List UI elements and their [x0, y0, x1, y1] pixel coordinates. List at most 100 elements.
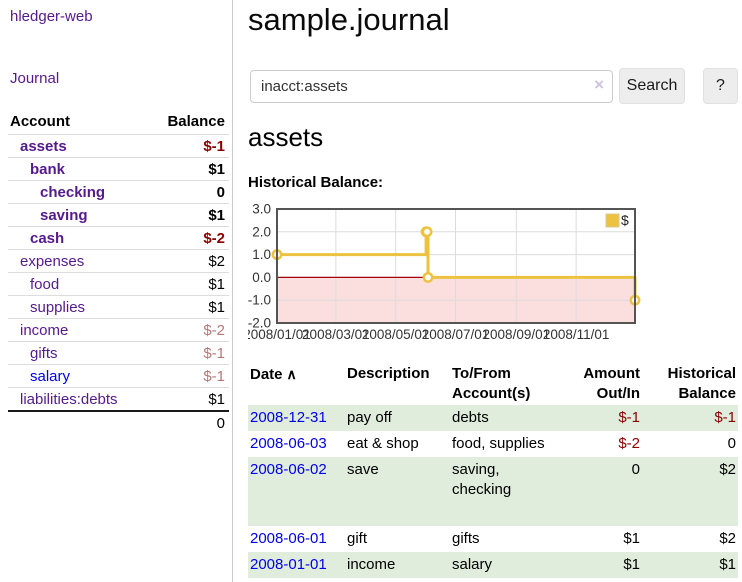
register-header-row: Date ∧ Description To/From Account(s) Amo… [248, 363, 738, 405]
transaction-accounts-line: checking [452, 481, 512, 498]
sidebar-account-supplies[interactable]: supplies [30, 299, 86, 316]
transaction-balance: $2 [719, 530, 736, 547]
account-row: gifts $-1 [8, 341, 229, 364]
sort-by-date-link[interactable]: Date ∧ [250, 366, 297, 383]
transaction-date-link[interactable]: 2008-01-01 [250, 556, 327, 573]
account-row: salary $-1 [8, 364, 229, 387]
register-table: Date ∧ Description To/From Account(s) Amo… [248, 363, 738, 578]
svg-text:-1.0: -1.0 [248, 293, 271, 308]
column-header-amount-line2: Out/In [596, 385, 640, 402]
column-header-amount-line1: Amount [583, 365, 640, 382]
column-header-amount: Amount Out/In [560, 363, 642, 405]
column-header-date: Date ∧ [248, 363, 345, 405]
sidebar-account-food[interactable]: food [30, 276, 60, 293]
column-header-balance-line2: Balance [678, 385, 736, 402]
sidebar-account-liabilities-debts[interactable]: liabilities:debts [20, 391, 118, 408]
transaction-date-link[interactable]: 2008-06-03 [250, 435, 327, 452]
account-row: expenses $2 [8, 249, 229, 272]
account-row: cash $-2 [8, 226, 229, 249]
account-balance: $1 [208, 207, 225, 224]
transaction-description: eat & shop [347, 435, 419, 452]
sidebar-account-checking[interactable]: checking [40, 184, 106, 201]
transaction-date-link[interactable]: 2008-06-01 [250, 530, 327, 547]
transaction-accounts-line: gifts [452, 530, 480, 547]
transaction-description: save [347, 461, 379, 478]
sidebar-item-journal[interactable]: Journal [10, 70, 60, 87]
transaction-date-link[interactable]: 2008-12-31 [250, 409, 327, 426]
register-row: 2008-06-01 gift gifts $1 $2 [248, 526, 738, 552]
register-row: 2008-06-03 eat & shop food, supplies $-2… [248, 431, 738, 457]
column-header-balance: Historical Balance [642, 363, 738, 405]
account-balance: $-1 [203, 345, 225, 362]
sidebar-account-assets[interactable]: assets [20, 138, 67, 155]
sidebar: hledger-web Journal Account Balance asse… [0, 0, 233, 582]
svg-text:2008/09/01: 2008/09/01 [483, 327, 551, 342]
account-heading: assets [248, 122, 324, 152]
account-balance: $1 [208, 161, 225, 178]
transaction-accounts-line: salary [452, 556, 493, 573]
transaction-amount: $-2 [618, 435, 640, 452]
accounts-col-balance: Balance [167, 113, 225, 130]
sidebar-account-cash[interactable]: cash [30, 230, 65, 247]
accounts-total-row: 0 [8, 410, 229, 433]
account-balance: $1 [208, 276, 225, 293]
svg-text:0.0: 0.0 [252, 270, 271, 285]
brand-link[interactable]: hledger-web [10, 8, 93, 25]
transaction-balance: $-1 [714, 409, 736, 426]
sidebar-account-gifts[interactable]: gifts [30, 345, 58, 362]
account-balance: $2 [208, 253, 225, 270]
accounts-header-row: Account Balance [8, 110, 229, 134]
transaction-accounts-line: debts [452, 409, 489, 426]
sort-ascending-icon: ∧ [286, 366, 297, 382]
sidebar-account-salary[interactable]: salary [30, 368, 71, 385]
svg-text:1.0: 1.0 [252, 247, 271, 262]
svg-text:2008/07/01: 2008/07/01 [422, 327, 490, 342]
account-row: assets $-1 [8, 134, 229, 157]
account-balance: $1 [208, 299, 225, 316]
transaction-description: income [347, 556, 396, 573]
transaction-amount: $-1 [618, 409, 640, 426]
transaction-balance: $2 [719, 461, 736, 478]
register-row: 2008-12-31 pay off debts $-1 $-1 [248, 405, 738, 431]
transaction-description: gift [347, 530, 368, 547]
clear-search-icon[interactable]: × [594, 74, 604, 94]
sidebar-account-bank[interactable]: bank [30, 161, 66, 178]
svg-text:2.0: 2.0 [252, 224, 271, 239]
register-row: 2008-01-01 income salary $1 $1 [248, 552, 738, 578]
column-header-date-label: Date [250, 366, 283, 383]
sidebar-account-income[interactable]: income [20, 322, 69, 339]
sidebar-account-expenses[interactable]: expenses [20, 253, 85, 270]
account-row: saving $1 [8, 203, 229, 226]
transaction-accounts-line: saving, [452, 461, 500, 478]
account-balance: $-2 [203, 322, 225, 339]
svg-text:3.0: 3.0 [252, 202, 271, 217]
transaction-amount: 0 [631, 461, 640, 478]
svg-text:2008/05/01: 2008/05/01 [362, 327, 430, 342]
account-row: supplies $1 [8, 295, 229, 318]
account-row: liabilities:debts $1 [8, 387, 229, 410]
svg-text:2008/11/01: 2008/11/01 [543, 327, 610, 342]
transaction-accounts-line: food, supplies [452, 435, 545, 452]
register-row: 2008-06-02 save saving, checking 0 $2 [248, 457, 738, 526]
page-title: sample.journal [248, 2, 450, 37]
transaction-amount: $1 [623, 556, 640, 573]
search-input[interactable] [250, 69, 613, 103]
search-bar: × Search ? [250, 68, 738, 104]
transaction-accounts: gifts [450, 526, 560, 552]
account-balance: $1 [208, 391, 225, 408]
help-button[interactable]: ? [703, 68, 738, 104]
transaction-balance: 0 [727, 435, 736, 452]
account-row: checking 0 [8, 180, 229, 203]
chart-title: Historical Balance: [248, 174, 384, 191]
transaction-accounts: food, supplies [450, 431, 560, 457]
transaction-balance: $1 [719, 556, 736, 573]
transaction-description: pay off [347, 409, 392, 426]
transaction-date-link[interactable]: 2008-06-02 [250, 461, 327, 478]
sidebar-account-saving[interactable]: saving [40, 207, 88, 224]
account-row: income $-2 [8, 318, 229, 341]
transaction-amount: $1 [623, 530, 640, 547]
search-button[interactable]: Search [619, 68, 685, 104]
svg-text:2008/03/01: 2008/03/01 [302, 327, 370, 342]
column-header-tofrom-line2: Account(s) [452, 385, 531, 402]
account-balance: $-2 [203, 230, 225, 247]
